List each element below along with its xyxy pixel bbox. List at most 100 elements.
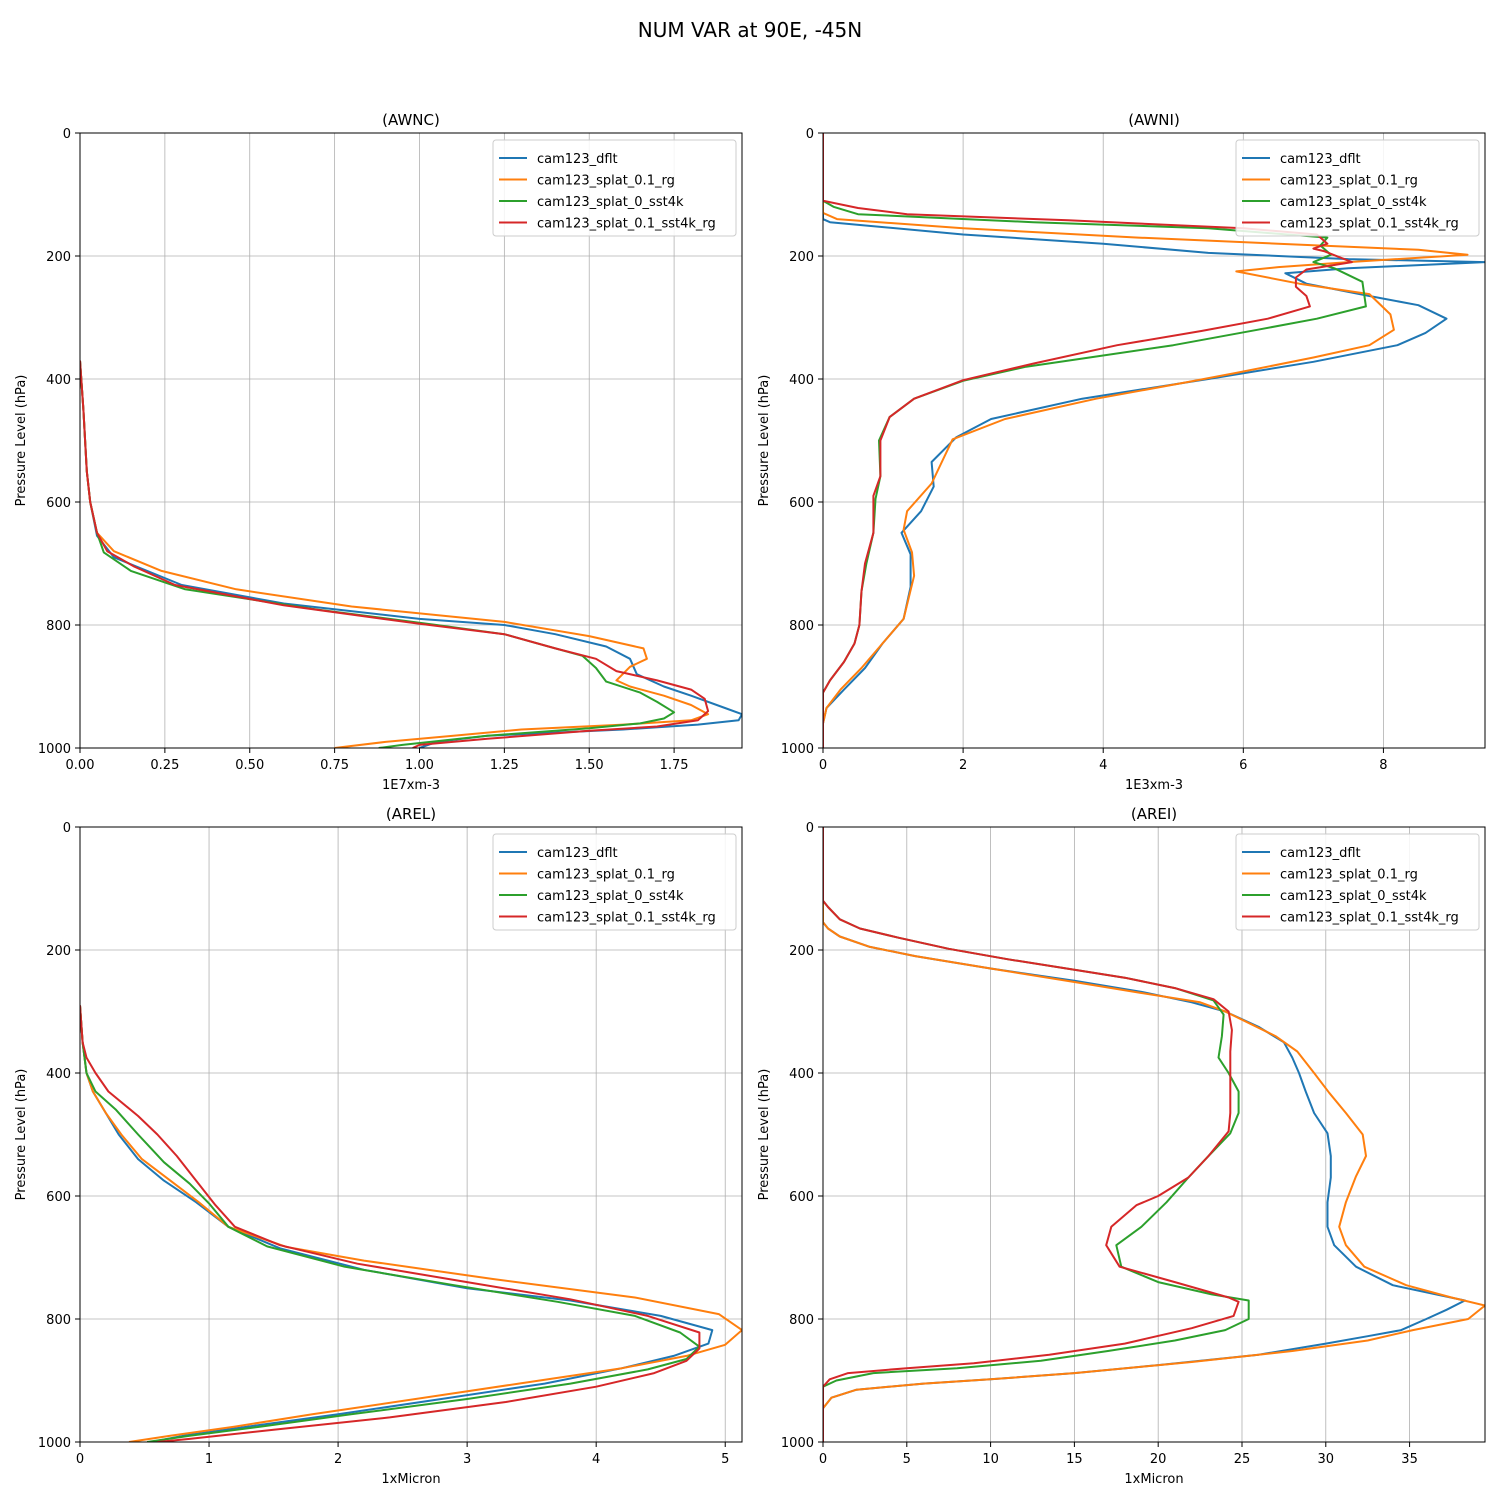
panel-4-line-cam123-splat-0-sst4k bbox=[823, 827, 1250, 1442]
panel-3-legend: cam123_dflt cam123_splat_0.1_rg cam123_spl… bbox=[492, 833, 737, 931]
panel-1-xtick-label: 1.50 bbox=[575, 758, 604, 773]
panel-1-xlabel: 1E7xm-3 bbox=[382, 778, 440, 793]
panel-2-ytick-label: 200 bbox=[789, 250, 814, 265]
panel-4-legend-box bbox=[1235, 833, 1480, 931]
panel-1-xtick-label: 0.00 bbox=[66, 758, 95, 773]
panel-1-ytick-label: 800 bbox=[46, 619, 71, 634]
panel-2-legend-entry: cam123_splat_0_sst4k bbox=[1280, 195, 1427, 210]
panel-2-xtick-label: 2 bbox=[959, 758, 967, 773]
panel-1-line-cam123-splat-0-sst4k bbox=[80, 360, 676, 748]
panel-3-line-cam123-dflt bbox=[80, 1005, 714, 1442]
panel-4-xtick-label: 20 bbox=[1150, 1452, 1167, 1467]
panel-3-ytick-label: 200 bbox=[46, 944, 71, 959]
panel-3-xtick-label: 3 bbox=[463, 1452, 471, 1467]
panel-1-ytick-label: 200 bbox=[46, 250, 71, 265]
panel-1-legend: cam123_dflt cam123_splat_0.1_rg cam123_spl… bbox=[492, 139, 737, 237]
panel-3-ylabel: Pressure Level (hPa) bbox=[14, 1069, 29, 1201]
panel-3-ytick-label: 600 bbox=[46, 1190, 71, 1205]
panel-1-legend-entry: cam123_splat_0.1_rg bbox=[537, 174, 675, 189]
panel-2: 0 2 4 6 8 0 200 400 600 800 1000 (AWNI) 1E3xm-3 Press… bbox=[757, 111, 1486, 793]
panel-1-xtick-label: 0.75 bbox=[320, 758, 349, 773]
panel-4-ytick-label: 800 bbox=[789, 1313, 814, 1328]
panel-2-series-group bbox=[823, 133, 1485, 748]
panel-2-ytick-label: 0 bbox=[806, 127, 814, 142]
panel-3-legend-box bbox=[492, 833, 737, 931]
panel-2-line-cam123-splat-0-1-rg bbox=[823, 133, 1469, 748]
panel-4: 0 5 10 15 20 25 30 35 0 200 400 600 800 1000 (AREI) 1xM… bbox=[757, 805, 1486, 1487]
panel-1-legend-entry: cam123_dflt bbox=[537, 152, 618, 167]
panel-4-xlabel: 1xMicron bbox=[1124, 1472, 1183, 1487]
panel-3-line-cam123-splat-0-sst4k bbox=[80, 1005, 701, 1442]
panel-1-title: (AWNC) bbox=[382, 111, 440, 129]
panel-3-title: (AREL) bbox=[386, 805, 436, 823]
panel-1-ytick-label: 600 bbox=[46, 496, 71, 511]
panel-4-legend-entry: cam123_splat_0.1_rg bbox=[1280, 868, 1418, 883]
panel-3: 0 1 2 3 4 5 0 200 400 600 800 1000 (AREL) 1xMicron Pre… bbox=[14, 805, 743, 1487]
panel-1-xtick-label: 0.50 bbox=[235, 758, 264, 773]
panel-2-xtick-label: 0 bbox=[819, 758, 827, 773]
panel-1-legend-entry: cam123_splat_0.1_sst4k_rg bbox=[537, 217, 716, 232]
panel-2-legend-entry: cam123_splat_0.1_rg bbox=[1280, 174, 1418, 189]
figure-suptitle: NUM VAR at 90E, -45N bbox=[638, 18, 862, 42]
panel-1-xtick-label: 1.75 bbox=[660, 758, 689, 773]
panel-1-ylabel: Pressure Level (hPa) bbox=[14, 375, 29, 507]
panel-4-xtick-label: 15 bbox=[1066, 1452, 1083, 1467]
panel-2-legend: cam123_dflt cam123_splat_0.1_rg cam123_spl… bbox=[1235, 139, 1480, 237]
panel-3-xtick-label: 1 bbox=[205, 1452, 213, 1467]
panel-2-ytick-label: 600 bbox=[789, 496, 814, 511]
panel-3-xtick-label: 4 bbox=[592, 1452, 600, 1467]
panel-3-xlabel: 1xMicron bbox=[381, 1472, 440, 1487]
panel-1-ytick-label: 0 bbox=[63, 127, 71, 142]
panel-1-axes-frame bbox=[79, 132, 743, 749]
panel-3-ytick-label: 800 bbox=[46, 1313, 71, 1328]
panel-3-line-cam123-splat-0-1-sst4k-rg bbox=[80, 1005, 701, 1442]
panel-2-xtick-label: 6 bbox=[1239, 758, 1247, 773]
panel-3-legend-entry: cam123_dflt bbox=[537, 846, 618, 861]
panel-4-legend: cam123_dflt cam123_splat_0.1_rg cam123_spl… bbox=[1235, 833, 1480, 931]
panel-3-xtick-label: 0 bbox=[76, 1452, 84, 1467]
panel-1-legend-entry: cam123_splat_0_sst4k bbox=[537, 195, 684, 210]
panel-4-ylabel: Pressure Level (hPa) bbox=[757, 1069, 772, 1201]
panel-3-xtick-label: 5 bbox=[721, 1452, 729, 1467]
panel-1-ytick-label: 1000 bbox=[38, 742, 71, 757]
panel-4-line-cam123-splat-0-1-sst4k-rg bbox=[823, 827, 1240, 1442]
panel-3-legend-entry: cam123_splat_0.1_sst4k_rg bbox=[537, 911, 716, 926]
panel-3-legend-entry: cam123_splat_0.1_rg bbox=[537, 868, 675, 883]
panel-1-ytick-label: 400 bbox=[46, 373, 71, 388]
panel-1-line-cam123-splat-0-1-rg bbox=[80, 360, 710, 748]
panel-3-ytick-label: 1000 bbox=[38, 1436, 71, 1451]
panel-2-legend-entry: cam123_splat_0.1_sst4k_rg bbox=[1280, 217, 1459, 232]
panel-4-legend-entry: cam123_splat_0_sst4k bbox=[1280, 889, 1427, 904]
panel-1: 0.00 0.25 0.50 0.75 1.00 1.25 1.50 1.75 0 200 400 6… bbox=[14, 111, 743, 793]
panel-3-ytick-label: 0 bbox=[63, 821, 71, 836]
panel-4-ytick-label: 600 bbox=[789, 1190, 814, 1205]
panel-3-legend-entry: cam123_splat_0_sst4k bbox=[537, 889, 684, 904]
panel-3-axes-frame bbox=[79, 826, 743, 1443]
panel-2-ytick-label: 400 bbox=[789, 373, 814, 388]
panel-4-xtick-label: 35 bbox=[1401, 1452, 1418, 1467]
panel-4-xtick-label: 10 bbox=[982, 1452, 999, 1467]
panel-3-line-cam123-splat-0-1-rg bbox=[80, 1005, 742, 1442]
panel-2-xtick-label: 8 bbox=[1379, 758, 1387, 773]
panel-4-xtick-label: 30 bbox=[1318, 1452, 1335, 1467]
panel-4-title: (AREI) bbox=[1131, 805, 1177, 823]
panel-4-line-cam123-splat-0-1-rg bbox=[823, 827, 1485, 1442]
panel-1-xtick-label: 1.25 bbox=[490, 758, 519, 773]
panel-2-legend-box bbox=[1235, 139, 1480, 237]
panel-1-xtick-label: 0.25 bbox=[150, 758, 179, 773]
panel-3-xtick-label: 2 bbox=[334, 1452, 342, 1467]
panel-2-xlabel: 1E3xm-3 bbox=[1125, 778, 1183, 793]
panel-4-ytick-label: 0 bbox=[806, 821, 814, 836]
panel-4-series-group bbox=[823, 827, 1485, 1442]
panel-3-ytick-label: 400 bbox=[46, 1067, 71, 1082]
panel-4-ytick-label: 1000 bbox=[781, 1436, 814, 1451]
panel-4-ytick-label: 200 bbox=[789, 944, 814, 959]
panel-4-xtick-label: 25 bbox=[1234, 1452, 1251, 1467]
panel-4-legend-entry: cam123_dflt bbox=[1280, 846, 1361, 861]
panel-4-ytick-label: 400 bbox=[789, 1067, 814, 1082]
panel-4-xtick-label: 5 bbox=[903, 1452, 911, 1467]
panel-1-line-cam123-splat-0-1-sst4k-rg bbox=[80, 360, 710, 748]
panel-4-legend-entry: cam123_splat_0.1_sst4k_rg bbox=[1280, 911, 1459, 926]
panel-3-series-group bbox=[80, 1005, 742, 1442]
